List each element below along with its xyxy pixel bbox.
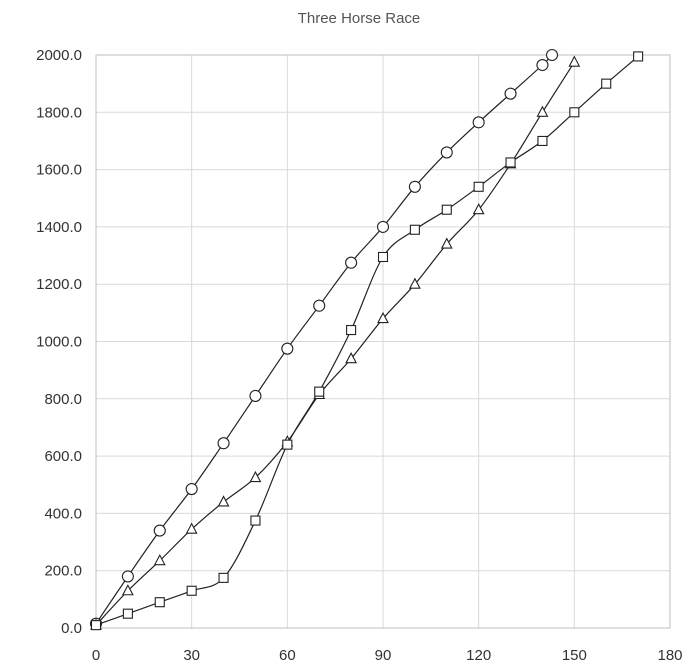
square-marker <box>473 181 484 192</box>
triangle-marker <box>568 55 581 67</box>
triangle-marker <box>536 105 549 117</box>
x-tick-label: 0 <box>92 647 100 664</box>
y-tick-label: 0.0 <box>61 620 82 637</box>
x-axis-tick-labels: 0 30 60 90 120 150 180 <box>92 647 683 664</box>
circle-marker <box>536 58 549 72</box>
square-marker <box>601 78 612 89</box>
circle-marker <box>440 146 453 159</box>
y-tick-label: 1600.0 <box>36 162 82 179</box>
circle-marker <box>545 48 559 62</box>
triangle-marker <box>217 495 230 507</box>
square-marker <box>218 572 229 583</box>
y-tick-label: 1200.0 <box>36 276 82 293</box>
circle-marker <box>281 342 294 355</box>
square-marker <box>409 224 420 235</box>
square-marker <box>282 439 293 450</box>
circle-marker <box>345 256 358 269</box>
circle-marker <box>249 389 262 402</box>
square-marker <box>633 51 644 62</box>
triangle-marker <box>377 311 389 324</box>
circle-marker <box>472 116 485 129</box>
square-marker <box>346 324 357 336</box>
circle-marker <box>153 524 166 537</box>
x-tick-label: 60 <box>279 647 296 664</box>
circle-marker <box>376 220 390 233</box>
series-markers <box>89 48 644 631</box>
square-marker <box>505 157 516 168</box>
plot-frame <box>95 54 671 629</box>
square-marker <box>537 135 548 146</box>
y-tick-label: 2000.0 <box>36 47 82 64</box>
square-marker <box>90 620 102 631</box>
x-tick-label: 180 <box>657 647 682 664</box>
series-lines <box>95 54 639 626</box>
circle-series-line <box>95 54 553 625</box>
square-marker <box>441 204 452 215</box>
circle-marker <box>504 87 517 100</box>
y-tick-label: 1000.0 <box>36 334 82 351</box>
gridlines <box>95 54 671 629</box>
y-tick-label: 800.0 <box>44 391 82 408</box>
square-marker <box>250 515 261 526</box>
circle-marker <box>185 482 198 496</box>
triangle-series-line <box>95 61 575 626</box>
x-tick-label: 30 <box>183 647 200 664</box>
x-tick-label: 120 <box>466 647 491 664</box>
square-marker <box>154 597 165 608</box>
square-marker <box>377 251 389 263</box>
triangle-marker <box>185 522 198 534</box>
square-marker <box>122 608 133 619</box>
y-tick-label: 600.0 <box>44 448 82 465</box>
circle-marker <box>217 437 230 450</box>
triangle-marker <box>472 203 485 215</box>
triangle-marker <box>408 277 421 289</box>
y-tick-label: 200.0 <box>44 563 82 580</box>
triangle-marker <box>440 237 453 249</box>
circle-marker <box>408 180 421 193</box>
triangle-marker <box>345 352 358 364</box>
square-marker <box>314 386 325 397</box>
triangle-marker <box>249 470 262 483</box>
circle-marker <box>121 570 134 583</box>
square-series-line <box>95 55 639 626</box>
y-tick-label: 1800.0 <box>36 104 82 121</box>
chart-title: Three Horse Race <box>298 10 421 27</box>
y-tick-label: 1400.0 <box>36 219 82 236</box>
y-axis-tick-labels: 0.0 200.0 400.0 600.0 800.0 1000.0 1200.0 1400.… <box>36 47 82 637</box>
y-tick-label: 400.0 <box>44 505 82 522</box>
square-marker <box>186 585 197 596</box>
square-marker <box>569 107 580 118</box>
x-tick-label: 90 <box>375 647 392 664</box>
x-tick-label: 150 <box>562 647 587 664</box>
circle-marker <box>313 299 326 312</box>
triangle-marker <box>153 553 166 566</box>
triangle-marker <box>121 584 134 596</box>
